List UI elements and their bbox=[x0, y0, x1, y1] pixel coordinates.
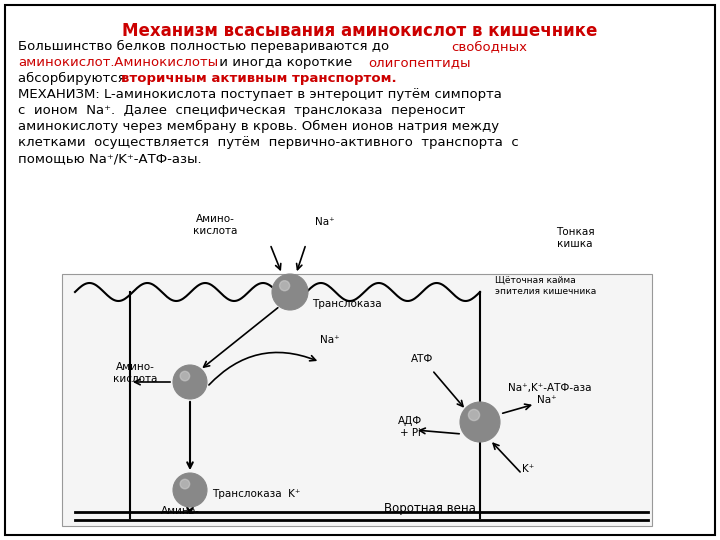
Text: МЕХАНИЗМ: L-аминокислота поступает в энтероцит путём симпорта: МЕХАНИЗМ: L-аминокислота поступает в энт… bbox=[18, 88, 502, 101]
Text: + Pi: + Pi bbox=[400, 428, 420, 438]
Text: кишка: кишка bbox=[557, 239, 593, 249]
Text: и иногда короткие: и иногда короткие bbox=[215, 56, 356, 69]
FancyBboxPatch shape bbox=[62, 274, 652, 526]
Text: Аминокислоты: Аминокислоты bbox=[110, 56, 218, 69]
Text: Амино-: Амино- bbox=[116, 362, 154, 372]
Text: АТФ: АТФ bbox=[411, 354, 433, 364]
Text: Na⁺: Na⁺ bbox=[315, 217, 335, 227]
Text: кислота: кислота bbox=[193, 226, 237, 236]
Text: Воротная вена: Воротная вена bbox=[384, 502, 476, 515]
Text: вторичным активным транспортом.: вторичным активным транспортом. bbox=[121, 72, 397, 85]
Text: аминокислоту через мембрану в кровь. Обмен ионов натрия между: аминокислоту через мембрану в кровь. Обм… bbox=[18, 120, 499, 133]
Text: аминокислот.: аминокислот. bbox=[18, 56, 114, 69]
Text: Транслоказа  K⁺: Транслоказа K⁺ bbox=[212, 489, 300, 499]
Circle shape bbox=[180, 372, 189, 381]
Text: Na⁺: Na⁺ bbox=[320, 335, 340, 345]
Text: Na⁺,K⁺-АТФ-аза: Na⁺,K⁺-АТФ-аза bbox=[508, 383, 592, 393]
Text: АДФ: АДФ bbox=[398, 416, 422, 426]
Circle shape bbox=[272, 274, 308, 310]
Text: Тонкая: Тонкая bbox=[556, 227, 594, 237]
Circle shape bbox=[180, 480, 189, 489]
Text: с  ионом  Na⁺.  Далее  специфическая  транслоказа  переносит: с ионом Na⁺. Далее специфическая трансло… bbox=[18, 104, 465, 117]
Text: свободных: свободных bbox=[451, 40, 527, 53]
Text: Транслоказа: Транслоказа bbox=[312, 299, 382, 309]
Text: K⁺: K⁺ bbox=[522, 464, 534, 474]
Circle shape bbox=[460, 402, 500, 442]
FancyBboxPatch shape bbox=[5, 5, 715, 535]
Text: Na⁺: Na⁺ bbox=[537, 395, 557, 405]
Text: абсорбируются: абсорбируются bbox=[18, 72, 130, 85]
Text: помощью Na⁺/K⁺-АТФ-азы.: помощью Na⁺/K⁺-АТФ-азы. bbox=[18, 152, 202, 165]
Text: кислота: кислота bbox=[113, 374, 157, 384]
Circle shape bbox=[173, 473, 207, 507]
Text: эпителия кишечника: эпителия кишечника bbox=[495, 287, 596, 296]
Text: Большинство белков полностью перевариваются до: Большинство белков полностью перевариваю… bbox=[18, 40, 393, 53]
Text: Механизм всасывания аминокислот в кишечнике: Механизм всасывания аминокислот в кишечн… bbox=[122, 22, 598, 40]
Circle shape bbox=[279, 281, 289, 291]
Text: Щёточная кайма: Щёточная кайма bbox=[495, 275, 576, 285]
Circle shape bbox=[469, 409, 480, 421]
Circle shape bbox=[173, 365, 207, 399]
Text: Амино-: Амино- bbox=[196, 214, 235, 224]
Text: клетками  осуществляется  путём  первично-активного  транспорта  с: клетками осуществляется путём первично-а… bbox=[18, 136, 518, 149]
Text: Амино-: Амино- bbox=[161, 506, 199, 516]
Text: олигопептиды: олигопептиды bbox=[368, 56, 470, 69]
